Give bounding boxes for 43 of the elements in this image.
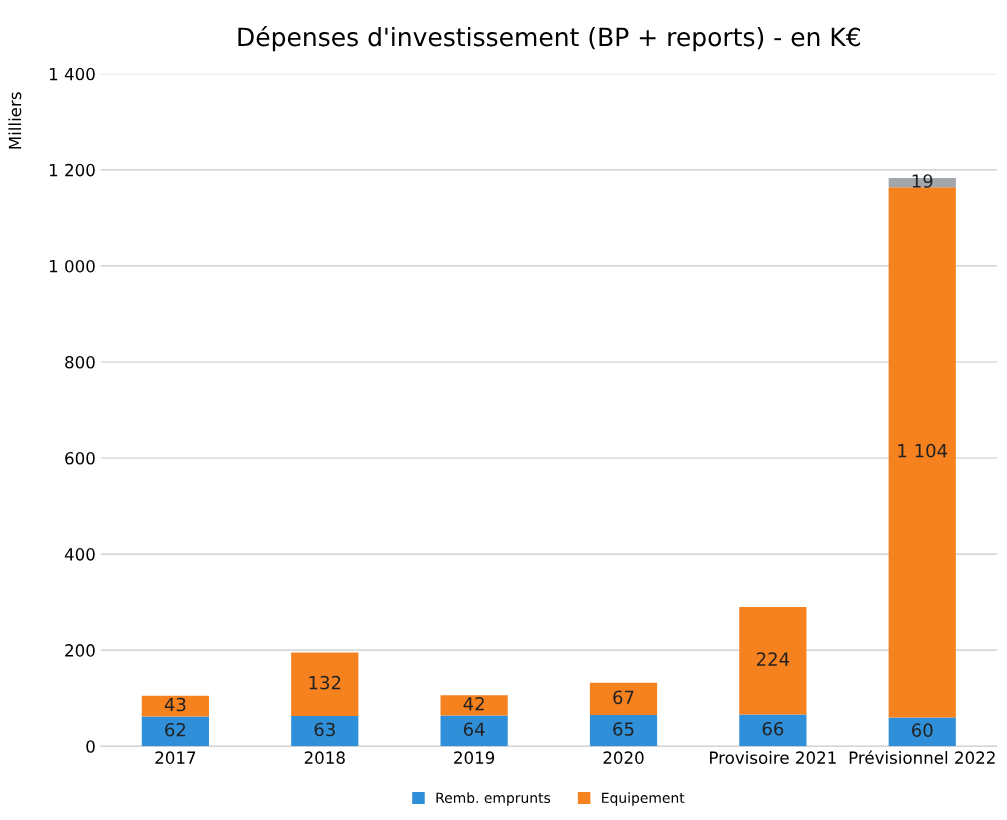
data-label: 67 <box>613 690 634 705</box>
x-tick-label: Prévisionnel 2022 <box>849 750 995 764</box>
bar <box>291 715 359 747</box>
bar <box>888 717 956 747</box>
y-axis-title: Milliers <box>8 92 22 149</box>
chart-title: Dépenses d'investissement (BP + reports) - en K€ <box>238 26 860 52</box>
x-tick-label: 2017 <box>155 751 196 764</box>
y-tick-label: 800 <box>65 355 95 369</box>
bar <box>589 682 658 715</box>
bar <box>589 714 658 747</box>
data-label: 65 <box>613 722 634 736</box>
y-tick-label: 1 200 <box>49 163 95 177</box>
x-tick-label: 2018 <box>304 751 345 764</box>
bar <box>141 695 209 717</box>
y-tick-label: 1 000 <box>49 259 95 273</box>
bar <box>888 187 956 718</box>
data-label: 42 <box>463 696 484 711</box>
data-label: 19 <box>912 174 933 188</box>
data-label: 224 <box>756 652 790 666</box>
x-tick-label: Provisoire 2021 <box>710 751 836 764</box>
y-tick-label: 200 <box>65 644 95 657</box>
x-tick-label: 2019 <box>454 751 495 764</box>
data-label: 64 <box>463 722 485 737</box>
data-label: 132 <box>309 675 341 690</box>
y-tick-label: 600 <box>65 451 95 465</box>
bar <box>291 652 359 716</box>
x-tick-label: 2020 <box>603 751 644 764</box>
bar <box>440 695 508 716</box>
bar <box>440 715 508 747</box>
data-label: 66 <box>762 721 784 736</box>
bar <box>739 606 807 715</box>
y-tick-label: 0 <box>86 740 95 753</box>
data-label: 43 <box>164 697 186 712</box>
y-tick-label: 1 400 <box>49 67 95 81</box>
bar <box>739 714 807 747</box>
data-label: 1 104 <box>898 443 948 458</box>
legend-label: Equipement <box>602 792 685 806</box>
data-label: 60 <box>912 723 933 738</box>
bar <box>141 716 209 747</box>
y-tick-label: 400 <box>64 548 95 561</box>
data-label: 62 <box>165 722 186 737</box>
data-label: 63 <box>314 722 335 737</box>
legend-label: Remb. emprunts <box>436 792 551 806</box>
